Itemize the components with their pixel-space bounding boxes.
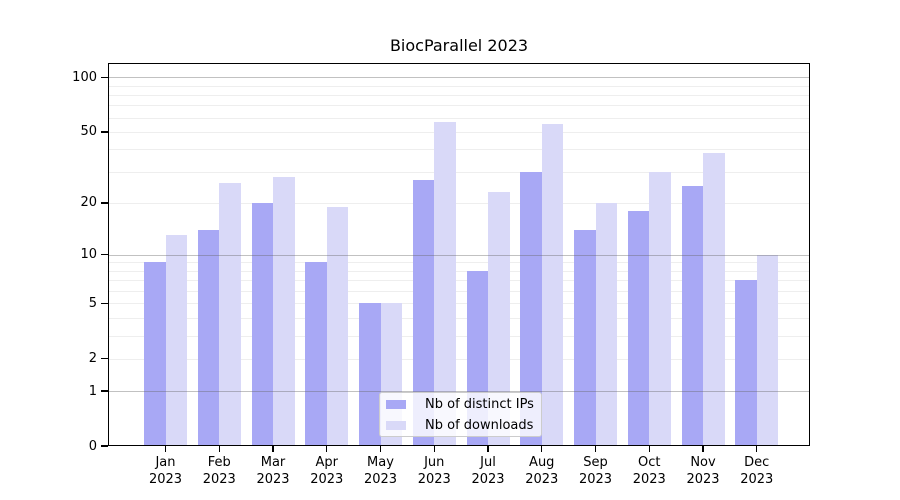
y-tick-mark: [101, 254, 108, 256]
x-tick-label: Mar 2023: [256, 455, 290, 487]
bar-downloads: [434, 121, 456, 446]
bar-distinct-ips: [412, 179, 435, 446]
bar-downloads: [326, 206, 349, 446]
legend-item-downloads: Nb of downloads: [386, 416, 535, 434]
bar-downloads: [219, 182, 241, 446]
gridline-minor: [108, 358, 810, 360]
x-tick-mark: [702, 446, 704, 452]
x-tick-label: Jun 2023: [417, 455, 451, 487]
x-tick-mark: [379, 446, 382, 452]
gridline-minor: [108, 280, 810, 282]
x-tick-mark: [648, 446, 650, 452]
bar-distinct-ips: [144, 262, 166, 446]
legend: Nb of distinct IPs Nb of downloads: [379, 392, 542, 437]
gridline-major: [108, 391, 810, 393]
bar-distinct-ips: [251, 202, 273, 446]
gridline-minor: [108, 335, 810, 337]
y-tick-mark: [101, 358, 108, 360]
bar-distinct-ips: [574, 229, 596, 446]
chart-title: BiocParallel 2023: [389, 36, 529, 55]
x-tick-mark: [326, 446, 328, 452]
x-tick-label: Jan 2023: [148, 455, 183, 487]
y-tick-label: 5: [88, 295, 97, 311]
x-tick-label: May 2023: [363, 455, 398, 487]
x-tick-mark: [272, 446, 274, 452]
bar-downloads: [703, 153, 725, 446]
bar-distinct-ips: [359, 303, 381, 446]
bar-downloads: [595, 202, 617, 446]
y-tick-label: 50: [80, 124, 97, 140]
y-tick-mark: [101, 131, 108, 133]
gridline-minor: [108, 117, 810, 119]
x-tick-label: Nov 2023: [686, 455, 720, 487]
bar-distinct-ips: [735, 280, 757, 446]
gridline-major: [108, 254, 810, 256]
legend-swatch-ips: [386, 399, 406, 409]
x-tick-label: Sep 2023: [578, 455, 613, 487]
y-tick-mark: [101, 76, 108, 78]
x-tick-mark: [541, 446, 543, 452]
gridline-major: [108, 77, 810, 79]
x-tick-mark: [594, 446, 597, 452]
gridline-minor: [108, 270, 810, 272]
bar-downloads: [756, 254, 779, 446]
gridline-minor: [108, 317, 810, 319]
bar-downloads: [273, 177, 295, 446]
bar-distinct-ips: [681, 185, 703, 446]
gridline-minor: [108, 262, 810, 264]
gridline-minor: [108, 85, 810, 87]
y-tick-label: 20: [80, 195, 97, 211]
bar-distinct-ips: [627, 210, 650, 446]
gridline-minor: [108, 303, 810, 305]
bar-distinct-ips: [197, 229, 220, 446]
bar-distinct-ips: [305, 262, 327, 446]
legend-swatch-downloads: [386, 420, 406, 430]
x-tick-mark: [218, 446, 220, 452]
x-tick-label: Aug 2023: [525, 455, 559, 487]
y-tick-mark: [101, 202, 108, 204]
y-tick-label: 100: [72, 69, 97, 85]
gridline-minor: [108, 149, 810, 151]
legend-item-distinct-ips: Nb of distinct IPs: [386, 395, 535, 413]
gridline-minor: [108, 105, 810, 107]
y-tick-label: 10: [80, 247, 97, 263]
gridline-minor: [108, 202, 810, 204]
x-tick-mark: [433, 446, 435, 452]
gridline-minor: [108, 171, 810, 173]
x-tick-mark: [756, 446, 758, 452]
y-tick-label: 0: [88, 438, 97, 454]
y-tick-mark: [101, 302, 108, 304]
x-tick-mark: [164, 446, 167, 452]
legend-label-downloads: Nb of downloads: [425, 417, 534, 433]
bar-distinct-ips: [520, 171, 542, 446]
x-tick-label: Oct 2023: [632, 455, 666, 487]
gridline-minor: [108, 94, 810, 96]
x-tick-label: Dec 2023: [740, 455, 774, 487]
x-tick-label: Apr 2023: [310, 455, 344, 487]
y-tick-label: 1: [88, 383, 97, 399]
y-tick-label: 2: [88, 351, 97, 367]
gridline-minor: [108, 290, 810, 292]
bar-downloads: [165, 235, 187, 446]
bar-downloads: [541, 124, 564, 446]
gridline-minor: [108, 131, 810, 133]
legend-label-ips: Nb of distinct IPs: [425, 396, 534, 412]
bar-downloads: [649, 171, 671, 446]
x-tick-label: Jul 2023: [471, 455, 505, 487]
x-tick-mark: [487, 446, 489, 452]
bar-downloads: [488, 192, 510, 446]
y-tick-mark: [101, 445, 108, 447]
x-tick-label: Feb 2023: [202, 455, 236, 487]
y-tick-mark: [101, 390, 108, 392]
